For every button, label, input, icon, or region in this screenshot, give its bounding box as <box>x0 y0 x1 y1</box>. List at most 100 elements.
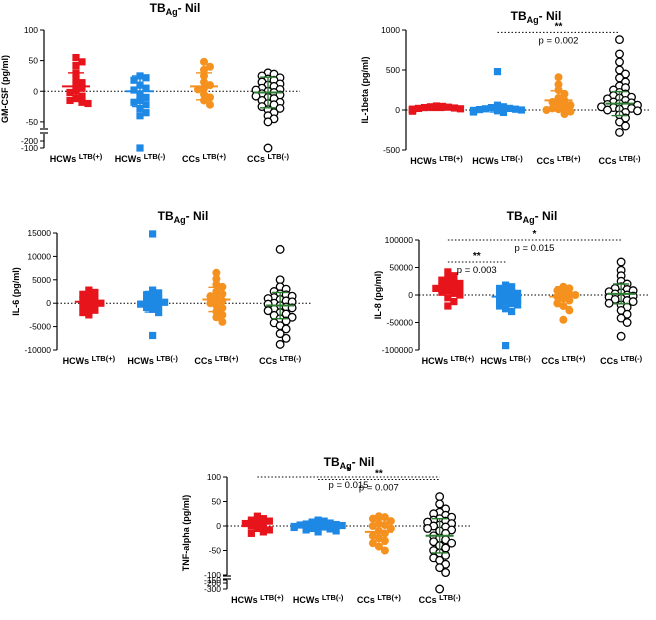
y-tick-label: 5000 <box>32 275 51 285</box>
data-point <box>456 105 465 113</box>
significance-stars: * <box>347 466 351 477</box>
x-label-sup: LTB(-) <box>509 354 531 363</box>
title-main: TB <box>158 209 174 223</box>
x-label-sup: LTB(-) <box>501 154 523 163</box>
data-point <box>79 308 87 317</box>
data-point <box>332 520 340 529</box>
data-point <box>435 563 445 573</box>
series-3 <box>251 68 285 153</box>
data-point <box>621 121 630 131</box>
data-point <box>212 268 221 277</box>
y-axis-label: TNF-alpha (pg/ml) <box>181 495 191 572</box>
data-point <box>78 98 86 106</box>
data-point <box>508 299 516 307</box>
x-label-main: HCWs <box>293 595 322 605</box>
y-axis-label: IL-8 (pg/ml) <box>373 271 383 320</box>
data-point <box>616 313 626 323</box>
chart-title: TBAg- Nil <box>507 209 558 225</box>
data-point <box>438 288 446 296</box>
data-point <box>368 514 377 523</box>
data-point <box>615 127 624 137</box>
series-3 <box>597 35 642 137</box>
data-point <box>566 101 575 110</box>
data-point <box>263 143 273 153</box>
data-point <box>435 499 445 509</box>
y-tick-label: -150 <box>204 575 221 585</box>
x-label-main: HCWs <box>422 356 451 366</box>
data-point <box>149 331 157 340</box>
data-point <box>212 313 221 322</box>
title-sub: Ag <box>340 461 352 471</box>
data-point <box>85 286 93 294</box>
data-point <box>332 527 340 535</box>
data-point <box>514 295 522 303</box>
y-tick-label: -100 <box>21 143 38 153</box>
y-tick-label: 0 <box>395 105 400 115</box>
data-point <box>281 333 291 343</box>
title-sub: Ag <box>527 15 539 25</box>
data-point <box>514 289 522 297</box>
data-point <box>78 84 86 92</box>
title-main: TB <box>324 455 340 469</box>
data-point <box>450 278 458 286</box>
data-point <box>206 100 214 109</box>
data-point <box>508 288 516 296</box>
x-label-sup: LTB(+) <box>451 354 475 363</box>
x-label-sup: LTB(-) <box>439 593 461 602</box>
x-label-main: CCs <box>259 356 280 366</box>
data-point <box>444 274 452 283</box>
data-point <box>386 517 395 526</box>
significance-pvalue: p = 0.002 <box>539 35 579 46</box>
data-point <box>314 516 322 524</box>
data-point <box>456 279 464 288</box>
y-axis-label: IL-1beta (pg/ml) <box>360 56 370 123</box>
data-point <box>553 299 562 308</box>
chart-title: TBAg- Nil <box>511 9 562 25</box>
data-point <box>628 297 638 307</box>
data-point <box>130 98 138 106</box>
data-point <box>136 144 144 152</box>
data-point <box>142 84 150 92</box>
chart-title: TBAg- Nil <box>324 455 375 471</box>
x-tick-label: CCs LTB(+) <box>182 152 226 164</box>
data-point <box>259 521 267 529</box>
data-point <box>565 306 574 315</box>
data-point <box>78 92 86 100</box>
y-tick-label: -500 <box>383 145 400 155</box>
data-point <box>469 108 478 116</box>
data-point <box>444 294 452 302</box>
significance-stars: ** <box>555 21 563 32</box>
series-0 <box>74 286 105 319</box>
y-tick-label: -10000 <box>25 345 52 355</box>
data-point <box>263 306 273 316</box>
significance-stars: ** <box>375 468 383 479</box>
data-point <box>514 301 522 309</box>
chart-title: TBAg- Nil <box>158 209 209 225</box>
data-point <box>326 525 334 533</box>
series-3 <box>263 244 297 349</box>
title-rest: - Nil <box>186 209 209 223</box>
x-label-sup: LTB(+) <box>215 354 239 363</box>
y-tick-label: 100 <box>207 472 221 482</box>
data-point <box>554 73 563 82</box>
x-label-sup: LTB(-) <box>619 154 641 163</box>
x-label-main: HCWs <box>115 154 144 164</box>
data-point <box>338 521 346 530</box>
data-point <box>149 286 157 294</box>
x-label-sup: LTB(+) <box>79 152 103 161</box>
data-point <box>496 291 504 299</box>
data-point <box>456 285 464 294</box>
data-point <box>85 311 93 319</box>
y-tick-label: -300 <box>204 584 221 594</box>
data-point <box>622 318 632 327</box>
series-2 <box>364 512 395 555</box>
y-axis-label: IL-6 (pg/ml) <box>11 267 21 316</box>
y-tick-label: 100 <box>24 25 38 35</box>
series-2 <box>190 57 218 109</box>
x-label-main: HCWs <box>231 595 260 605</box>
data-point <box>502 305 510 313</box>
x-label-sup: LTB(-) <box>280 354 302 363</box>
series-0 <box>432 268 464 310</box>
y-tick-label: 500 <box>386 65 400 75</box>
data-point <box>496 284 504 292</box>
